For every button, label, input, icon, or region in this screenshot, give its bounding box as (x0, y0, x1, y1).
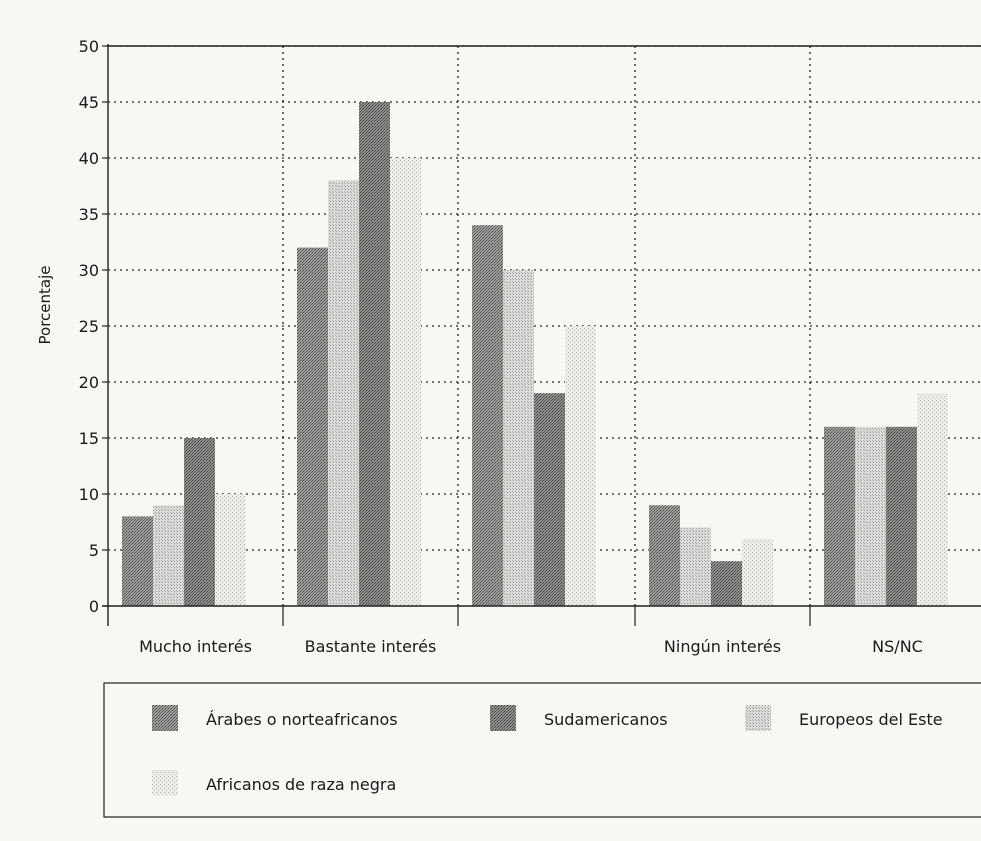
bar (649, 505, 680, 606)
bar (824, 426, 855, 606)
bar (472, 225, 503, 606)
y-tick-label: 25 (79, 317, 99, 336)
y-tick-label: 20 (79, 373, 99, 392)
bar (359, 102, 390, 606)
y-tick-label: 0 (89, 597, 99, 616)
bar (680, 527, 711, 606)
legend: Árabes o norteafricanos Sudamericanos Euro… (103, 682, 981, 818)
x-category-label: Ningún interés (664, 637, 781, 656)
y-axis-title: Porcentaje (36, 266, 54, 345)
bar (390, 158, 421, 606)
legend-label: Árabes o norteafricanos (206, 710, 398, 729)
bar (565, 326, 596, 606)
legend-swatch (152, 705, 178, 731)
y-tick-label: 15 (79, 429, 99, 448)
y-tick-label: 5 (89, 541, 99, 560)
x-category-label: NS/NC (872, 637, 923, 656)
legend-label: Africanos de raza negra (206, 775, 396, 794)
y-tick-label: 30 (79, 261, 99, 280)
bar (855, 426, 886, 606)
bars (122, 102, 948, 606)
legend-swatch (490, 705, 516, 731)
bar (711, 561, 742, 606)
bar (886, 426, 917, 606)
bar (534, 393, 565, 606)
axes (102, 44, 981, 626)
bar (215, 494, 246, 606)
x-category-label: Bastante interés (305, 637, 437, 656)
legend-swatch (745, 705, 771, 731)
bar (153, 505, 184, 606)
x-category-label: Mucho interés (139, 637, 252, 656)
bar (917, 393, 948, 606)
tick-labels: 0 5 10 15 20 25 30 35 40 45 50 Mucho interés Bastant… (79, 37, 923, 656)
y-tick-label: 45 (79, 93, 99, 112)
bar (184, 438, 215, 606)
bar (297, 247, 328, 606)
bar (122, 516, 153, 606)
y-tick-label: 35 (79, 205, 99, 224)
legend-label: Sudamericanos (544, 710, 668, 729)
y-tick-label: 50 (79, 37, 99, 56)
y-tick-label: 10 (79, 485, 99, 504)
y-tick-label: 40 (79, 149, 99, 168)
legend-label: Europeos del Este (799, 710, 943, 729)
bar (328, 180, 359, 606)
legend-frame (103, 682, 981, 818)
bar (503, 270, 534, 606)
bar (742, 538, 773, 606)
legend-swatch (152, 770, 178, 796)
